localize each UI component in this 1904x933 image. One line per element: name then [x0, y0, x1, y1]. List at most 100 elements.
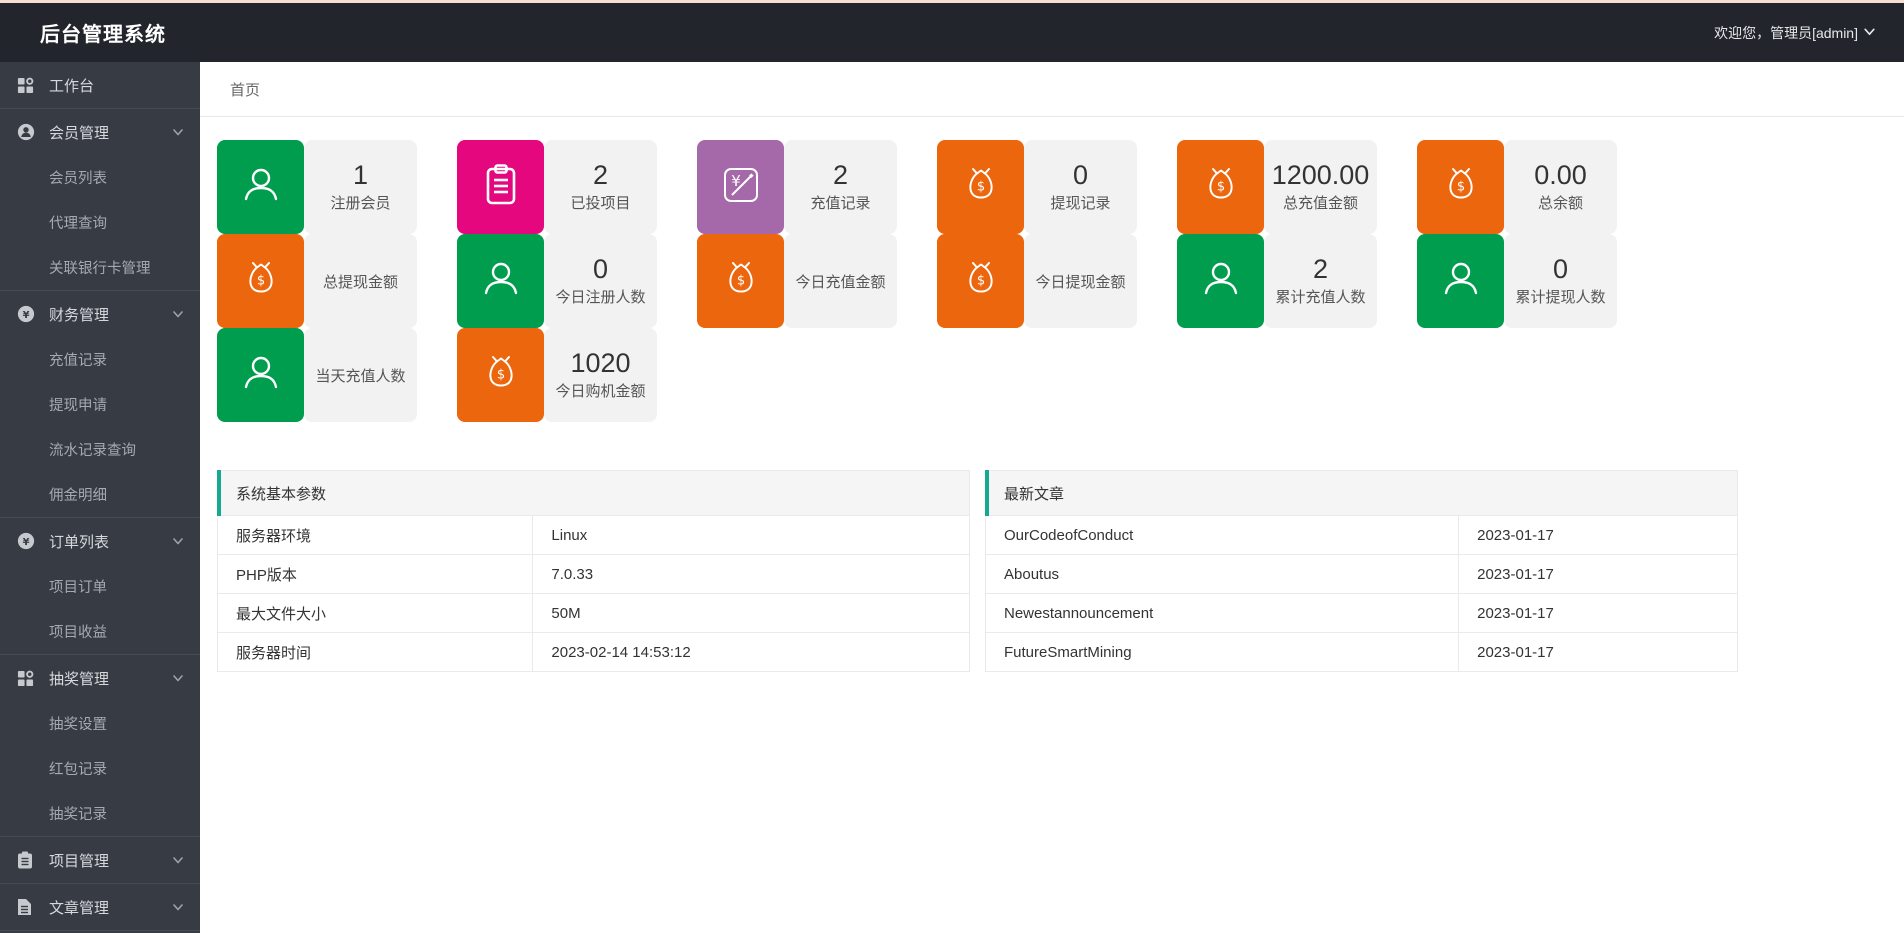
- breadcrumb: 首页: [200, 62, 1904, 117]
- sidebar-item-lottery-settings[interactable]: 抽奖设置: [49, 717, 107, 733]
- person-icon: [238, 350, 284, 401]
- moneybag-icon: $: [478, 350, 524, 401]
- stat-icon-block: [217, 140, 304, 234]
- chevron-down-icon: [172, 854, 184, 866]
- stat-text-block: 1 注册会员: [304, 140, 417, 234]
- person-icon: [478, 256, 524, 307]
- stat-value: 2: [832, 159, 849, 190]
- panel-title: 最新文章: [986, 471, 1737, 515]
- moneybag-icon: $: [718, 256, 764, 307]
- user-menu[interactable]: 欢迎您，管理员[admin]: [1714, 23, 1876, 43]
- table-row: 服务器环境 Linux: [218, 515, 969, 554]
- stat-text-block: 今日充值金额: [784, 234, 897, 328]
- row-value: 50M: [551, 604, 581, 622]
- article-row: FutureSmartMining 2023-01-17: [986, 632, 1737, 671]
- sidebar-item-finance-management[interactable]: ¥ 财务管理: [0, 291, 200, 337]
- sidebar-item-withdrawal-requests[interactable]: 提现申请: [49, 398, 107, 414]
- sidebar-item-recharge-records[interactable]: 充值记录: [49, 353, 107, 369]
- article-date: 2023-01-17: [1477, 643, 1554, 661]
- row-label: 服务器环境: [218, 516, 534, 554]
- panels: 系统基本参数 服务器环境 Linux PHP版本 7.0.33 最大文件大小 50M 服务器…: [217, 470, 1904, 672]
- stat-row: $ 今日提现金额: [937, 234, 1137, 328]
- stat-text-block: 总提现金额: [304, 234, 417, 328]
- stat-card-4: $0 提现记录 $ 今日提现金额: [937, 140, 1137, 422]
- moneybag-icon: $: [1438, 162, 1484, 213]
- sidebar-item-red-packet-records[interactable]: 红包记录: [49, 762, 107, 778]
- stat-row: 当天充值人数: [217, 328, 417, 422]
- money-circle-icon: ¥: [17, 532, 37, 550]
- sidebar-item-label: 财务管理: [49, 306, 110, 324]
- file-side-icon: [17, 898, 37, 916]
- sidebar-item-label: 项目管理: [49, 852, 110, 870]
- row-value: 2023-02-14 14:53:12: [551, 643, 691, 661]
- breadcrumb-home[interactable]: 首页: [230, 81, 261, 99]
- sidebar-item-bank-card-management[interactable]: 关联银行卡管理: [49, 261, 151, 277]
- stat-value: 2: [1312, 253, 1329, 284]
- stat-icon-block: [457, 140, 544, 234]
- sidebar-item-member-management[interactable]: 会员管理: [0, 109, 200, 155]
- sidebar-item-lottery-management[interactable]: 抽奖管理: [0, 655, 200, 701]
- row-value: 7.0.33: [551, 565, 594, 583]
- stat-row: $0 提现记录: [937, 140, 1137, 234]
- grid-icon: [17, 670, 37, 687]
- sidebar-item-workbench[interactable]: 工作台: [0, 62, 200, 108]
- person-icon: [1198, 256, 1244, 307]
- stat-icon-block: $: [1177, 140, 1264, 234]
- stat-row: $ 今日充值金额: [697, 234, 897, 328]
- chevron-down-icon: [172, 901, 184, 913]
- stat-card-3: ¥2 充值记录 $ 今日充值金额: [697, 140, 897, 422]
- sidebar-item-project-orders[interactable]: 项目订单: [49, 580, 107, 596]
- moneybag-icon: $: [958, 162, 1004, 213]
- stat-value: 1020: [570, 347, 631, 378]
- table-row: 最大文件大小 50M: [218, 593, 969, 632]
- svg-text:¥: ¥: [23, 310, 30, 321]
- stat-row: 1 注册会员: [217, 140, 417, 234]
- main-area: 首页 1 注册会员 $ 总提现金额 当天充值人数 2 已投项目 0 今日注册人数 $1020 今日购…: [200, 62, 1904, 933]
- stat-row: ¥2 充值记录: [697, 140, 897, 234]
- sidebar: 工作台 会员管理会员列表代理查询关联银行卡管理 ¥ 财务管理充值记录提现申请流水记录查…: [0, 62, 200, 933]
- stat-value: 0: [592, 253, 609, 284]
- sidebar-item-lottery-records[interactable]: 抽奖记录: [49, 807, 107, 823]
- stat-text-block: 今日提现金额: [1024, 234, 1137, 328]
- panel-accent: [217, 470, 221, 516]
- article-title[interactable]: OurCodeofConduct: [986, 516, 1460, 554]
- stat-icon-block: [1417, 234, 1504, 328]
- user-circle-icon: [17, 123, 37, 141]
- article-title[interactable]: Aboutus: [986, 555, 1460, 593]
- stat-row: $1020 今日购机金额: [457, 328, 657, 422]
- moneybag-icon: $: [238, 256, 284, 307]
- content: 1 注册会员 $ 总提现金额 当天充值人数 2 已投项目 0 今日注册人数 $1020 今日购机金额…: [200, 117, 1904, 672]
- sidebar-item-project-management[interactable]: 项目管理: [0, 837, 200, 883]
- sidebar-item-label: 抽奖管理: [49, 670, 110, 688]
- sidebar-item-member-list[interactable]: 会员列表: [49, 171, 107, 187]
- stat-label: 总余额: [1537, 194, 1583, 212]
- stat-icon-block: ¥: [697, 140, 784, 234]
- chevron-down-icon: [172, 535, 184, 547]
- nav-group-project-management: 项目管理: [0, 836, 200, 883]
- sidebar-item-agent-query[interactable]: 代理查询: [49, 216, 107, 232]
- row-label: 服务器时间: [218, 633, 534, 671]
- sidebar-item-project-earnings[interactable]: 项目收益: [49, 625, 107, 641]
- stat-label: 累计充值人数: [1275, 288, 1366, 306]
- article-row: Aboutus 2023-01-17: [986, 554, 1737, 593]
- sidebar-item-transaction-records[interactable]: 流水记录查询: [49, 443, 136, 459]
- sidebar-item-order-list[interactable]: ¥ 订单列表: [0, 518, 200, 564]
- article-title[interactable]: Newestannouncement: [986, 594, 1460, 632]
- chevron-down-icon: [172, 126, 184, 138]
- nav-group-member-management: 会员管理会员列表代理查询关联银行卡管理: [0, 108, 200, 290]
- stat-label: 当天充值人数: [315, 367, 406, 385]
- sidebar-item-label: 文章管理: [49, 899, 110, 917]
- chevron-down-icon: [172, 308, 184, 320]
- stat-icon-block: $: [457, 328, 544, 422]
- stat-icon-block: $: [697, 234, 784, 328]
- nav-group-lottery-management: 抽奖管理抽奖设置红包记录抽奖记录: [0, 654, 200, 836]
- sidebar-item-article-management[interactable]: 文章管理: [0, 884, 200, 930]
- person-icon: [238, 162, 284, 213]
- stat-icon-block: [457, 234, 544, 328]
- clipboard-side-icon: [17, 851, 37, 869]
- stat-card-1: 1 注册会员 $ 总提现金额当天充值人数: [217, 140, 417, 422]
- sidebar-item-commission-details[interactable]: 佣金明细: [49, 488, 107, 504]
- svg-text:$: $: [976, 179, 984, 194]
- article-title[interactable]: FutureSmartMining: [986, 633, 1460, 671]
- row-label: 最大文件大小: [218, 594, 534, 632]
